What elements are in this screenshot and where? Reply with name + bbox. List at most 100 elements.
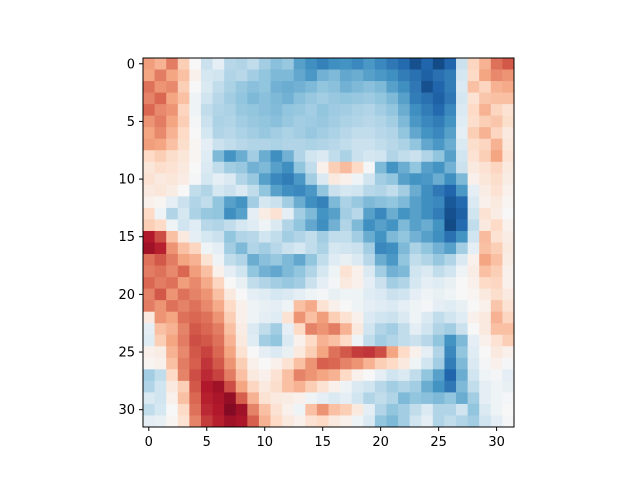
heatmap-cell (224, 380, 237, 393)
heatmap-cell (293, 104, 306, 117)
heatmap-cell (328, 207, 341, 220)
heatmap-cell (432, 334, 445, 347)
heatmap-cell (154, 127, 167, 140)
heatmap-cell (166, 265, 179, 278)
heatmap-cell (363, 254, 376, 266)
heatmap-cell (143, 219, 155, 232)
heatmap-cell (247, 242, 260, 255)
heatmap-cell (189, 346, 202, 359)
heatmap-cell (258, 69, 271, 82)
heatmap-cell (363, 161, 376, 174)
heatmap-cell (328, 334, 341, 347)
heatmap-cell (363, 81, 376, 93)
heatmap-cell (340, 277, 353, 290)
heatmap-cell (432, 357, 445, 370)
x-tick-label: 15 (314, 435, 331, 450)
heatmap-cell (340, 127, 353, 140)
heatmap-cell (282, 323, 295, 336)
heatmap-cell (398, 288, 411, 301)
heatmap-cell (177, 150, 190, 163)
heatmap-cell (340, 207, 353, 220)
heatmap-cell (490, 219, 503, 232)
heatmap-cell (166, 150, 179, 163)
heatmap-cell (374, 58, 387, 70)
x-tick-label: 0 (145, 435, 153, 450)
heatmap-cell (409, 230, 422, 243)
heatmap-cell (154, 254, 167, 266)
heatmap-cell (386, 127, 399, 140)
heatmap-cell (363, 219, 376, 232)
heatmap-cell (467, 207, 480, 220)
heatmap-cell (444, 104, 457, 117)
heatmap-cell (363, 150, 376, 163)
heatmap-cell (200, 230, 213, 243)
heatmap-cell (421, 207, 434, 220)
heatmap-cell (398, 392, 411, 405)
heatmap-cell (467, 150, 480, 163)
heatmap-cell (305, 403, 318, 416)
heatmap-cell (421, 265, 434, 278)
heatmap-cell (305, 196, 318, 209)
heatmap-cell (340, 115, 353, 128)
heatmap-cell (351, 104, 364, 117)
heatmap-cell (398, 380, 411, 393)
heatmap-cell (258, 92, 271, 105)
heatmap-cell (247, 161, 260, 174)
heatmap-cell (432, 92, 445, 105)
heatmap-cell (328, 288, 341, 301)
heatmap-cell (351, 173, 364, 186)
heatmap-cell (224, 184, 237, 197)
heatmap-cell (432, 242, 445, 255)
heatmap-cell (432, 311, 445, 324)
heatmap-cell (479, 230, 492, 243)
heatmap-cell (328, 300, 341, 313)
heatmap-cell (351, 265, 364, 278)
heatmap-cell (235, 150, 248, 163)
heatmap-cell (456, 81, 469, 93)
heatmap-cell (224, 92, 237, 105)
heatmap-cell (293, 288, 306, 301)
heatmap-cell (247, 254, 260, 266)
heatmap-cell (200, 207, 213, 220)
heatmap-cell (189, 323, 202, 336)
heatmap-cell (409, 380, 422, 393)
heatmap-cell (409, 173, 422, 186)
heatmap-cell (247, 69, 260, 82)
heatmap-cell (235, 242, 248, 255)
heatmap-cell (166, 230, 179, 243)
heatmap-cell (270, 92, 283, 105)
heatmap-cell (467, 81, 480, 93)
heatmap-cell (247, 196, 260, 209)
heatmap-cell (282, 161, 295, 174)
heatmap-cell (143, 357, 155, 370)
heatmap-cell (363, 173, 376, 186)
heatmap-cell (235, 161, 248, 174)
heatmap-cell (305, 265, 318, 278)
heatmap-cell (143, 254, 155, 266)
heatmap-cell (177, 196, 190, 209)
heatmap-cell (421, 150, 434, 163)
heatmap-cell (282, 104, 295, 117)
heatmap-cell (479, 58, 492, 70)
heatmap-cell (490, 392, 503, 405)
heatmap-cell (293, 115, 306, 128)
heatmap-cell (374, 173, 387, 186)
heatmap-cell (421, 196, 434, 209)
heatmap-cell (502, 392, 515, 405)
heatmap-cell (409, 196, 422, 209)
heatmap-cell (166, 288, 179, 301)
heatmap-cell (467, 242, 480, 255)
heatmap-cell (270, 300, 283, 313)
heatmap-cell (235, 334, 248, 347)
heatmap-cell (340, 380, 353, 393)
heatmap-cell (398, 161, 411, 174)
heatmap-cell (340, 104, 353, 117)
heatmap-cell (444, 150, 457, 163)
heatmap-cell (154, 92, 167, 105)
heatmap-cell (479, 277, 492, 290)
heatmap-cell (177, 127, 190, 140)
heatmap-cell (374, 265, 387, 278)
heatmap-cell (212, 184, 225, 197)
heatmap-cell (200, 277, 213, 290)
heatmap-cell (293, 311, 306, 324)
